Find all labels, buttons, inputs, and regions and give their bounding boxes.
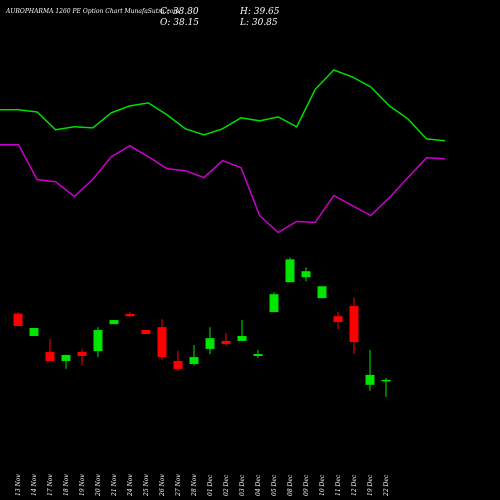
close-info: C: 38.80 bbox=[160, 7, 199, 17]
candle-body bbox=[237, 335, 247, 341]
x-tick-label: 20 Nov bbox=[95, 474, 102, 497]
candle-body bbox=[45, 351, 55, 361]
candle-body bbox=[301, 271, 311, 278]
candle-body bbox=[205, 338, 215, 349]
candle-body bbox=[317, 286, 327, 299]
x-tick-label: 01 Dec bbox=[207, 474, 214, 496]
x-tick-label: 04 Dec bbox=[255, 474, 262, 496]
candle-body bbox=[381, 379, 391, 382]
x-tick-label: 14 Nov bbox=[31, 474, 38, 496]
candle-body bbox=[189, 357, 199, 364]
x-tick-label: 13 Nov bbox=[15, 474, 22, 496]
x-tick-label: 08 Dec bbox=[287, 474, 294, 496]
candle-body bbox=[29, 328, 39, 336]
indicator-line bbox=[0, 143, 446, 234]
candle-body bbox=[221, 340, 231, 344]
open-info: O: 38.15 bbox=[160, 18, 199, 28]
x-tick-label: 25 Nov bbox=[143, 474, 150, 497]
candle-body bbox=[269, 294, 279, 313]
chart-title: AUROPHARMA 1260 PE Option Chart MunafaSu… bbox=[5, 8, 179, 15]
high-info: H: 39.65 bbox=[239, 7, 280, 17]
x-tick-label: 10 Dec bbox=[319, 474, 326, 496]
candle-body bbox=[253, 354, 263, 357]
x-tick-label: 09 Dec bbox=[303, 474, 310, 496]
x-tick-label: 18 Nov bbox=[63, 474, 70, 496]
x-tick-label: 03 Dec bbox=[239, 474, 246, 496]
indicator-line bbox=[0, 69, 446, 142]
x-tick-label: 12 Dec bbox=[351, 474, 358, 496]
candle-body bbox=[13, 313, 23, 327]
candle-body bbox=[77, 351, 87, 357]
candle-body bbox=[93, 329, 103, 352]
x-tick-label: 19 Nov bbox=[79, 474, 86, 496]
candle-body bbox=[109, 320, 119, 325]
candle-body bbox=[333, 316, 343, 323]
x-tick-label: 22 Dec bbox=[383, 474, 390, 497]
low-info: L: 30.85 bbox=[239, 18, 278, 28]
candle-body bbox=[141, 329, 151, 335]
candle-body bbox=[285, 259, 295, 283]
x-tick-label: 05 Dec bbox=[271, 474, 278, 496]
x-tick-label: 17 Nov bbox=[47, 474, 54, 496]
candle-body bbox=[157, 327, 167, 358]
x-tick-label: 19 Dec bbox=[367, 474, 374, 496]
candle-body bbox=[349, 306, 359, 343]
candle-body bbox=[61, 354, 71, 361]
x-tick-label: 26 Nov bbox=[159, 474, 166, 497]
x-tick-label: 21 Nov bbox=[111, 474, 118, 497]
candle-body bbox=[173, 360, 183, 369]
candle-body bbox=[365, 374, 375, 385]
x-tick-label: 27 Nov bbox=[175, 474, 182, 497]
x-tick-label: 28 Nov bbox=[191, 474, 198, 497]
x-tick-label: 24 Nov bbox=[127, 474, 134, 497]
x-tick-label: 02 Dec bbox=[223, 474, 230, 496]
candle-body bbox=[125, 314, 135, 317]
x-tick-label: 11 Dec bbox=[335, 474, 342, 496]
